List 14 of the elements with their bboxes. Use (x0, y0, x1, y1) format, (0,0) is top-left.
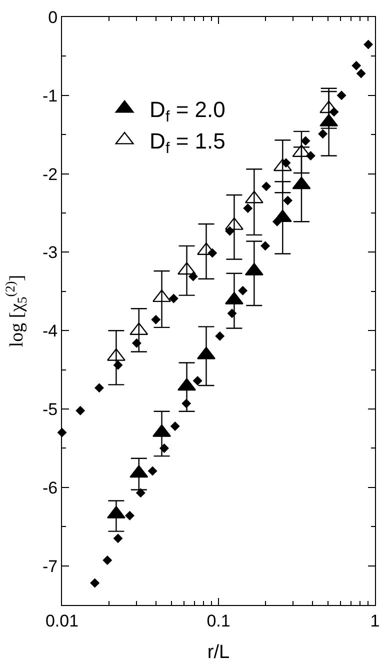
x-tick-label: 1 (370, 611, 380, 630)
y-tick-label: -6 (42, 478, 58, 498)
y-tick-label: -5 (42, 400, 58, 419)
y-tick-label: -7 (42, 556, 58, 576)
y-tick-label: -1 (42, 86, 58, 106)
y-tick-label: -2 (42, 164, 58, 184)
x-axis-title: r/L (207, 642, 230, 664)
legend-label: D$_{f}$ = 1.5 (150, 128, 226, 158)
legend-label: D$_{f}$ = 2.0 (150, 96, 226, 126)
y-tick-label: -3 (42, 243, 58, 262)
x-tick-label: 0.01 (45, 611, 79, 630)
y-tick-label: -4 (42, 322, 58, 341)
y-tick-label: 0 (48, 8, 58, 27)
x-tick-label: 0.1 (206, 611, 230, 630)
